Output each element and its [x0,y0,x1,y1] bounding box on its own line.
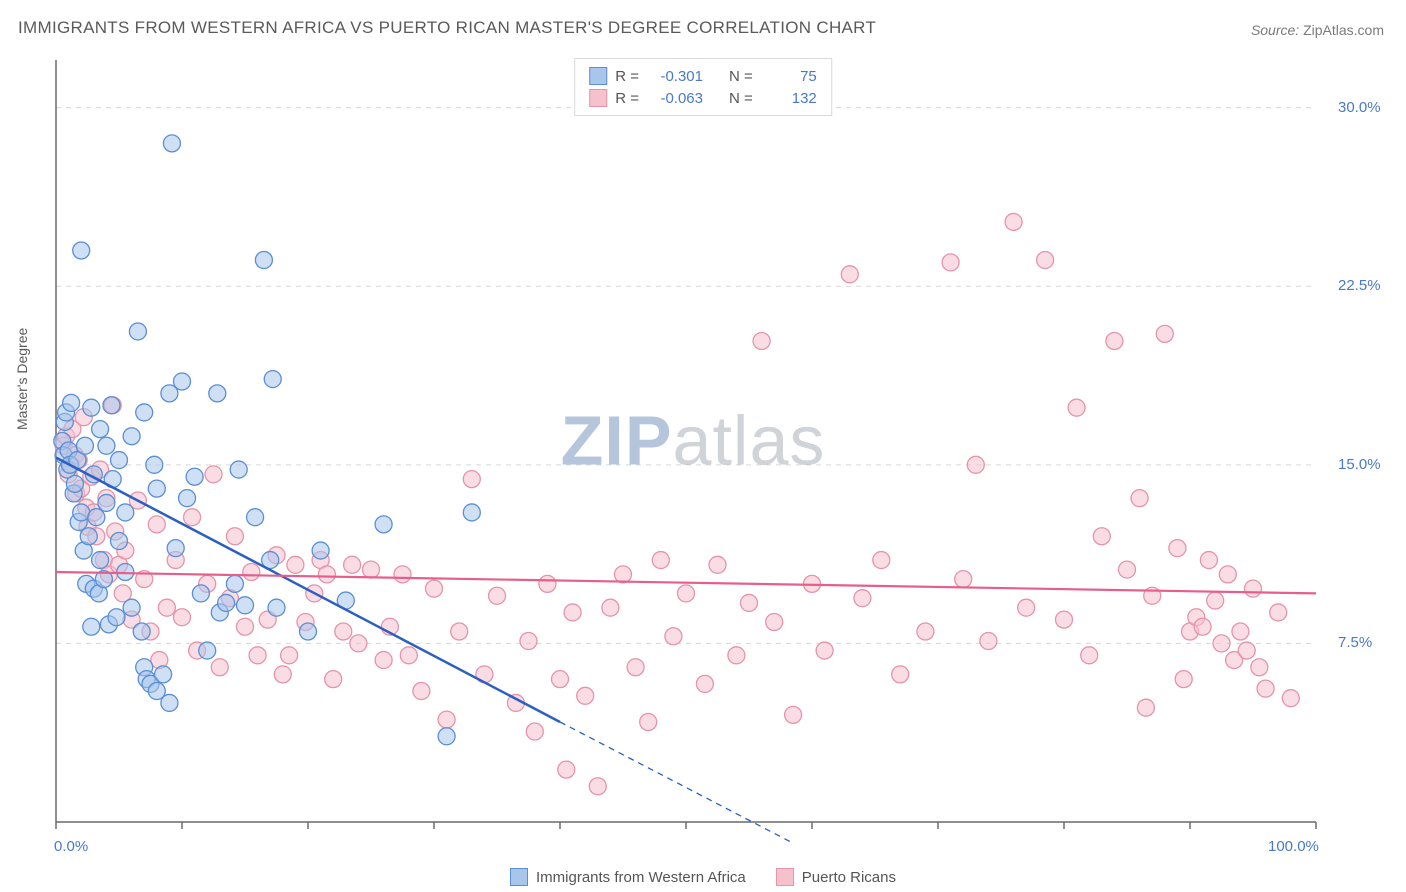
y-tick-label: 22.5% [1338,277,1381,294]
legend-label: Immigrants from Western Africa [536,869,746,886]
r-label: R = [615,68,639,85]
legend-row: R = -0.301 N = 75 [589,65,817,87]
x-tick-label: 0.0% [54,838,88,855]
r-value: -0.301 [647,68,703,85]
y-tick-label: 7.5% [1338,634,1372,651]
legend-item: Immigrants from Western Africa [510,868,746,886]
source-label: Source: [1251,22,1299,38]
correlation-legend: R = -0.301 N = 75 R = -0.063 N = 132 [574,58,832,116]
legend-row: R = -0.063 N = 132 [589,87,817,109]
r-label: R = [615,90,639,107]
y-tick-label: 15.0% [1338,456,1381,473]
y-axis-label: Master's Degree [14,328,30,430]
scatter-chart [48,52,1338,842]
r-value: -0.063 [647,90,703,107]
x-tick-label: 100.0% [1268,838,1319,855]
legend-swatch [589,67,607,85]
series-legend: Immigrants from Western Africa Puerto Ri… [510,868,896,886]
source-attribution: Source: ZipAtlas.com [1251,22,1384,38]
source-name: ZipAtlas.com [1303,22,1384,38]
n-label: N = [729,90,753,107]
legend-item: Puerto Ricans [776,868,896,886]
legend-label: Puerto Ricans [802,869,896,886]
n-value: 132 [761,90,817,107]
chart-title: IMMIGRANTS FROM WESTERN AFRICA VS PUERTO… [18,18,876,38]
n-value: 75 [761,68,817,85]
legend-swatch [776,868,794,886]
n-label: N = [729,68,753,85]
chart-area: ZIPatlas [48,52,1338,842]
y-tick-label: 30.0% [1338,99,1381,116]
legend-swatch [589,89,607,107]
legend-swatch [510,868,528,886]
